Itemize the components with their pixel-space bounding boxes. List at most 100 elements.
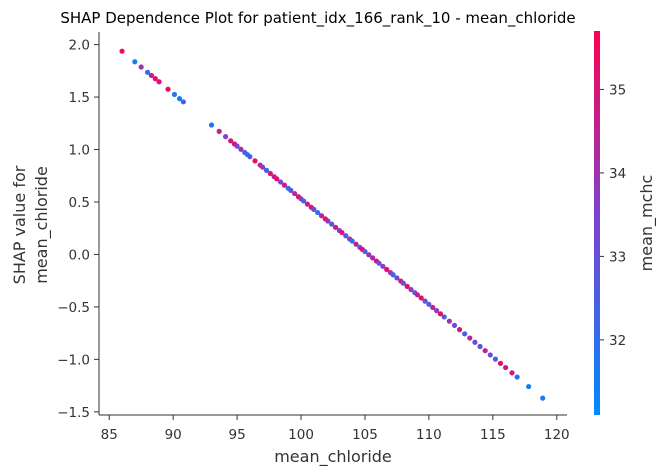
- y-tick-label: 0.5: [69, 195, 90, 211]
- y-axis-label-line-2: mean_chloride: [32, 166, 52, 284]
- data-point: [288, 187, 294, 194]
- colorbar-tick-label: 34: [609, 166, 626, 182]
- data-point: [451, 322, 458, 328]
- data-point: [165, 86, 171, 92]
- data-point: [180, 99, 186, 105]
- data-point: [414, 292, 420, 298]
- x-tick-label: 110: [416, 427, 442, 443]
- y-tick-label: 2.0: [69, 38, 90, 54]
- data-point: [503, 364, 509, 371]
- data-point: [252, 158, 258, 164]
- scatter-points: [119, 48, 546, 401]
- data-point: [208, 122, 215, 128]
- data-point: [156, 79, 162, 85]
- data-point: [339, 229, 345, 236]
- data-point: [384, 266, 390, 273]
- data-point: [418, 295, 424, 301]
- data-point: [509, 370, 515, 376]
- colorbar-tick-label: 35: [609, 82, 626, 98]
- data-point: [456, 327, 463, 333]
- data-point: [540, 395, 546, 401]
- data-point: [514, 374, 520, 380]
- y-tick-label: 0.0: [69, 247, 90, 263]
- data-point: [304, 201, 311, 207]
- data-point: [325, 218, 331, 224]
- data-point: [366, 252, 372, 258]
- x-ticks: 85 90 95 100 105 110 115 120: [101, 415, 570, 443]
- data-point: [426, 301, 432, 307]
- data-point: [462, 331, 468, 337]
- data-point: [267, 170, 273, 177]
- data-point: [144, 69, 151, 75]
- colorbar-tick-label: 32: [609, 333, 626, 349]
- data-point: [234, 143, 240, 149]
- data-point: [260, 164, 266, 170]
- data-point: [247, 154, 253, 160]
- data-point: [492, 356, 498, 362]
- y-ticks: −1.5 −1.0 −0.5 0.0 0.5 1.0 1.5 2.0: [57, 38, 99, 421]
- data-point: [394, 275, 400, 281]
- data-point: [329, 221, 335, 227]
- x-tick-label: 100: [288, 427, 314, 443]
- x-tick-label: 85: [101, 427, 118, 443]
- data-point: [400, 280, 406, 286]
- x-tick-label: 115: [480, 427, 506, 443]
- colorbar: 32 33 34 35 mean_mchc: [594, 31, 657, 415]
- chart-title: SHAP Dependence Plot for patient_idx_166…: [60, 9, 575, 28]
- data-point: [238, 146, 244, 152]
- y-axis-label-line-1: SHAP value for: [10, 165, 29, 284]
- y-axis-label: SHAP value for mean_chloride: [10, 165, 52, 284]
- data-point: [315, 209, 321, 216]
- y-tick-label: −1.0: [57, 352, 90, 368]
- data-point: [472, 339, 478, 345]
- data-point: [497, 360, 504, 366]
- data-point: [467, 335, 473, 341]
- data-point: [300, 198, 307, 204]
- data-point: [482, 348, 488, 354]
- data-point: [422, 298, 428, 304]
- colorbar-gradient: [594, 31, 600, 415]
- data-point: [487, 352, 493, 358]
- data-point: [171, 91, 178, 98]
- data-point: [404, 283, 410, 289]
- data-point: [228, 138, 234, 144]
- data-point: [362, 248, 368, 255]
- data-point: [292, 190, 298, 197]
- data-point: [433, 308, 440, 314]
- colorbar-ticks: 32 33 34 35: [600, 82, 626, 349]
- y-tick-label: 1.5: [69, 90, 90, 106]
- x-axis-label: mean_chloride: [274, 447, 392, 467]
- x-tick-label: 120: [544, 427, 570, 443]
- data-point: [390, 272, 396, 278]
- data-point: [281, 182, 288, 188]
- colorbar-tick-label: 33: [609, 249, 626, 265]
- data-point: [222, 134, 229, 140]
- data-point: [274, 176, 280, 182]
- data-point: [430, 304, 436, 311]
- data-point: [311, 206, 317, 212]
- data-point: [353, 241, 359, 247]
- data-point: [376, 260, 382, 266]
- x-tick-label: 90: [165, 427, 182, 443]
- data-point: [138, 64, 144, 70]
- data-point: [343, 233, 349, 239]
- y-tick-label: −1.5: [57, 405, 90, 421]
- data-point: [119, 48, 125, 54]
- data-point: [318, 213, 325, 219]
- axes: [98, 32, 567, 416]
- data-point: [332, 224, 339, 230]
- data-point: [380, 263, 386, 269]
- x-tick-label: 95: [229, 427, 246, 443]
- y-tick-label: −0.5: [57, 300, 90, 316]
- data-point: [263, 167, 270, 173]
- data-point: [437, 311, 444, 317]
- colorbar-label: mean_mchc: [637, 175, 657, 272]
- x-tick-label: 105: [352, 427, 378, 443]
- data-point: [441, 314, 447, 320]
- data-point: [152, 76, 158, 82]
- data-point: [477, 343, 483, 350]
- data-point: [349, 238, 355, 244]
- data-point: [148, 72, 155, 79]
- data-point: [370, 255, 376, 261]
